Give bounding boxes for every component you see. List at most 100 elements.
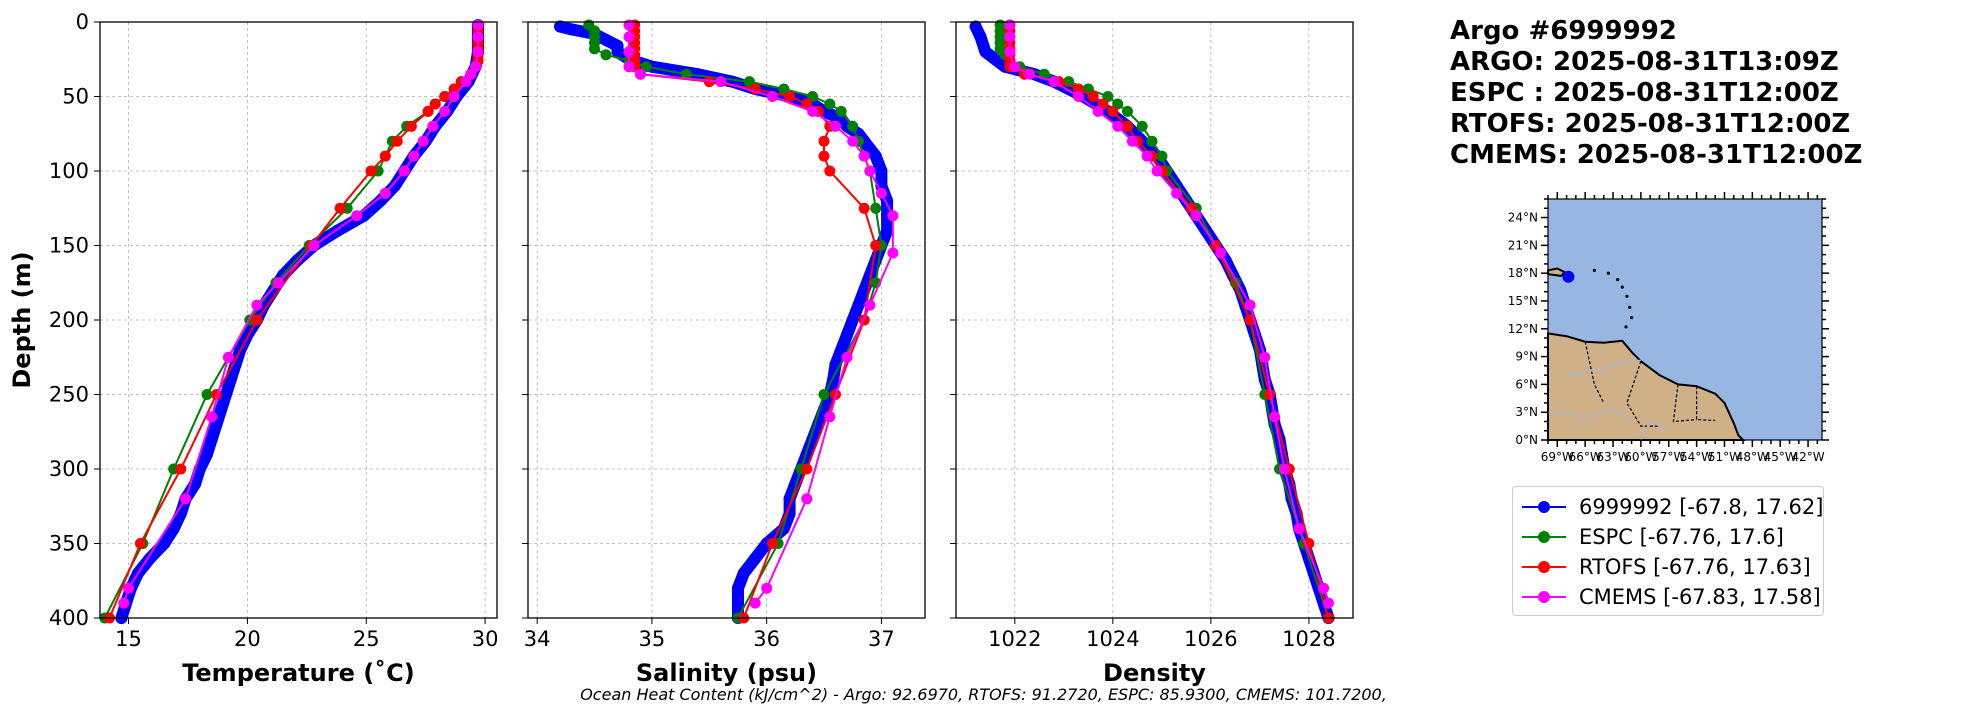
data-point [801,98,813,110]
data-point [429,98,441,110]
data-point [801,463,813,475]
series-band [969,20,1335,624]
data-point [623,31,635,43]
y-tick-label: 150 [49,234,89,258]
legend-marker-icon [1538,591,1550,603]
data-point [334,202,346,214]
data-point [1004,19,1016,31]
data-point [807,91,819,102]
data-point [1048,76,1060,88]
data-point [1122,120,1133,132]
data-point [206,411,218,423]
country-border [1672,384,1697,423]
data-point [1269,411,1281,423]
data-point [600,33,612,46]
x-tick-label: 1026 [1184,627,1237,651]
island-marker [1624,325,1628,329]
data-point [1293,523,1305,535]
data-point [864,165,876,177]
data-point [858,150,870,162]
series-rtofs [1004,19,1334,624]
data-point [180,493,192,505]
data-point [1190,210,1202,222]
rtofs-time: RTOFS: 2025-08-31T12:00Z [1450,109,1851,139]
island-marker [1592,268,1596,272]
series-cmems [118,19,484,609]
data-point [272,277,284,289]
data-point [766,91,778,102]
legend-marker-icon [1538,501,1550,513]
series-line [999,25,1330,619]
data-point [824,98,836,110]
data-point [818,135,830,147]
series-line [103,25,479,619]
y-tick-label: 50 [62,85,89,109]
data-point [589,43,600,55]
lat-label: 6°N [1515,377,1538,391]
river [1566,359,1642,376]
data-point [623,61,635,73]
data-point [422,105,434,117]
data-point [870,240,882,251]
y-tick-label: 200 [49,308,89,332]
data-point [405,120,417,132]
data-point [1092,105,1104,117]
lon-label: 51°W [1708,450,1741,464]
data-point [749,597,761,609]
ocean-heat-content-caption: Ocean Heat Content (kJ/cm^2) - Argo: 92.… [580,685,1387,704]
data-point [640,61,652,73]
data-point [417,135,429,147]
data-point [611,45,624,58]
data-point [229,358,242,371]
country-border [1695,386,1716,422]
data-point [852,299,865,312]
data-point [1009,61,1021,73]
x-tick-label: 34 [524,627,551,651]
x-tick-label: 20 [234,627,261,651]
data-point [123,582,134,594]
x-axis-label: Salinity (psu) [636,659,817,687]
data-point [251,299,263,311]
x-tick-label: 1028 [1282,627,1335,651]
data-point [427,120,439,132]
data-point [801,493,813,505]
x-axis-label: Density [1103,659,1206,687]
data-point [807,105,819,117]
data-point [134,538,146,549]
lat-label: 3°N [1515,405,1538,419]
data-point [864,299,876,311]
float-location-marker [1562,270,1575,283]
data-point [1156,150,1168,162]
lat-label: 24°N [1508,211,1538,225]
lat-label: 15°N [1508,294,1538,308]
data-point [251,314,263,326]
data-point [778,83,790,95]
legend-label: ESPC [-67.76, 17.6] [1579,525,1784,549]
data-point [847,135,859,147]
island-marker [1606,271,1610,275]
island-marker [1616,278,1620,282]
data-point [680,68,692,80]
data-point [554,20,567,33]
data-point [222,351,234,363]
series-6999992 [969,20,1335,624]
data-point [732,582,744,595]
data-point [818,150,830,162]
data-point [1024,68,1035,80]
data-point [1323,597,1334,609]
country-border [1626,361,1660,427]
legend-label: CMEMS [-67.83, 17.58] [1579,585,1821,609]
legend: 6999992 [-67.8, 17.62] ESPC [-67.76, 17.… [1512,486,1824,616]
data-point [118,597,130,609]
data-point [1146,135,1158,147]
data-point [379,150,391,162]
data-point [448,91,460,102]
data-point [472,31,484,43]
data-point [201,448,213,461]
series-cmems [1004,19,1334,609]
data-point [743,76,755,88]
data-point [391,135,403,147]
data-point [887,210,899,222]
argo-time: ARGO: 2025-08-31T13:09Z [1450,47,1839,77]
data-point [439,105,451,117]
